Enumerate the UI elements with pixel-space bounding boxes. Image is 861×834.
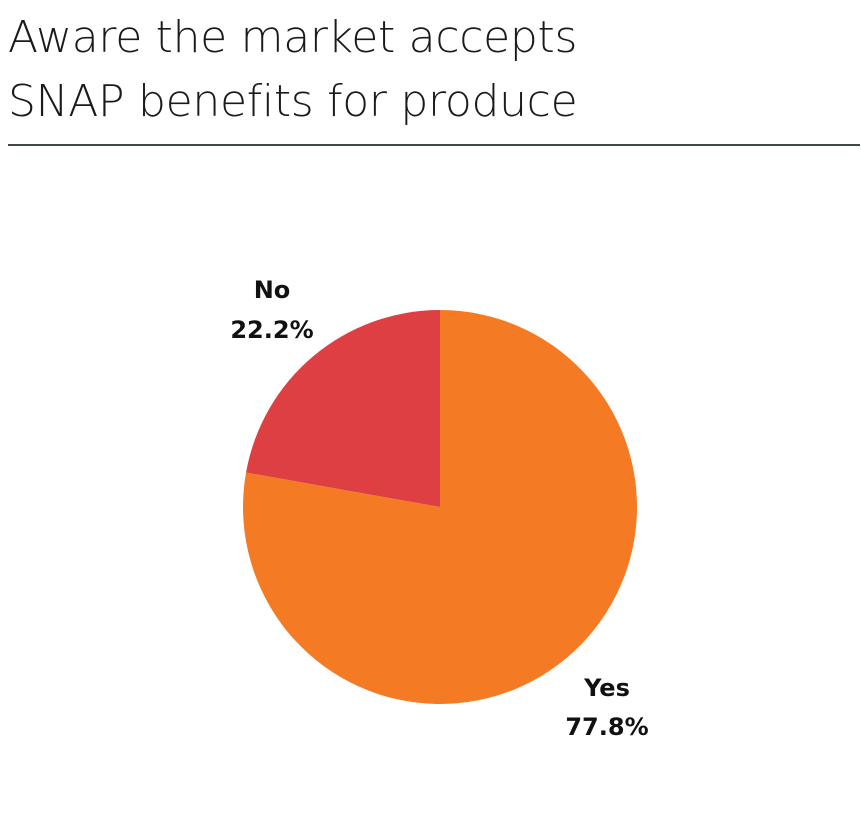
slice-label-no: No (254, 276, 291, 304)
slice-value-yes: 77.8% (565, 713, 648, 741)
slice-label-yes: Yes (583, 674, 630, 702)
title-divider (8, 144, 860, 146)
pie-slice-yes (242, 310, 637, 704)
chart-title-line-1: Aware the market accepts (8, 12, 578, 63)
pie-slice-no (246, 310, 440, 507)
chart-title-line-2: SNAP benefits for produce (8, 76, 578, 127)
slice-value-no: 22.2% (230, 316, 313, 344)
chart-title: Aware the market accepts SNAP benefits f… (8, 6, 853, 134)
